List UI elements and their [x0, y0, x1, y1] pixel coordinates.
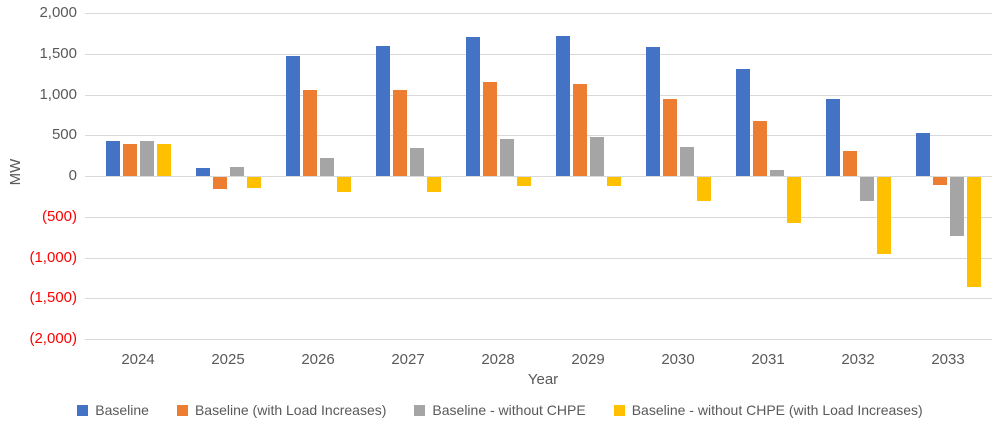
y-tick-label: 500 — [51, 126, 77, 143]
x-tick-label: 2029 — [571, 351, 605, 368]
legend-label: Baseline — [95, 402, 149, 418]
bar-2033-series3 — [966, 177, 981, 287]
gridline — [85, 176, 992, 177]
legend-marker-icon — [414, 404, 426, 416]
legend-marker-icon — [613, 404, 625, 416]
gridline — [85, 54, 992, 55]
bar-2031-series1 — [752, 121, 767, 176]
bar-2028-series1 — [482, 82, 497, 176]
bar-2024-series3 — [156, 144, 171, 176]
legend-item-2: Baseline - without CHPE — [414, 402, 586, 418]
bar-2030-series3 — [696, 177, 711, 201]
bar-2025-series3 — [246, 177, 261, 188]
gridline — [85, 13, 992, 14]
legend-label: Baseline - without CHPE (with Load Incre… — [631, 402, 923, 418]
x-tick-label: 2030 — [661, 351, 695, 368]
bar-2032-series0 — [825, 99, 840, 176]
x-tick-label: 2026 — [301, 351, 335, 368]
gridline — [85, 217, 992, 218]
y-tick-label: 0 — [68, 167, 77, 184]
bar-2025-series0 — [195, 168, 210, 176]
bar-2026-series2 — [319, 158, 334, 176]
gridline — [85, 339, 992, 340]
bar-2033-series0 — [915, 133, 930, 176]
bar-2029-series2 — [589, 137, 604, 176]
bar-2032-series1 — [842, 151, 857, 176]
bar-2031-series3 — [786, 177, 801, 223]
bar-2028-series3 — [516, 177, 531, 186]
y-tick-label: 1,500 — [39, 45, 77, 62]
bar-2032-series3 — [876, 177, 891, 254]
bar-2024-series1 — [122, 144, 137, 176]
y-tick-label: (1,500) — [29, 289, 77, 306]
bar-2027-series2 — [409, 148, 424, 176]
bar-2028-series2 — [499, 139, 514, 176]
bar-2031-series2 — [769, 170, 784, 176]
x-tick-label: 2025 — [211, 351, 245, 368]
x-tick-label: 2024 — [121, 351, 155, 368]
bar-2026-series3 — [336, 177, 351, 192]
bar-2029-series3 — [606, 177, 621, 186]
gridline — [85, 298, 992, 299]
gridline — [85, 95, 992, 96]
x-tick-label: 2031 — [751, 351, 785, 368]
x-tick-label: 2027 — [391, 351, 425, 368]
bar-2025-series1 — [212, 177, 227, 189]
gridline — [85, 135, 992, 136]
bar-2030-series1 — [662, 99, 677, 176]
x-axis-title: Year — [527, 371, 559, 388]
bar-2025-series2 — [229, 167, 244, 176]
y-tick-label: (2,000) — [29, 330, 77, 347]
legend-item-3: Baseline - without CHPE (with Load Incre… — [613, 402, 923, 418]
bar-2029-series1 — [572, 84, 587, 176]
legend-item-1: Baseline (with Load Increases) — [176, 402, 387, 418]
bar-2031-series0 — [735, 69, 750, 176]
legend-label: Baseline - without CHPE — [432, 402, 586, 418]
bar-2032-series2 — [859, 177, 874, 201]
legend-label: Baseline (with Load Increases) — [194, 402, 387, 418]
bar-2027-series3 — [426, 177, 441, 192]
y-tick-label: 1,000 — [39, 86, 77, 103]
y-tick-label: (1,000) — [29, 249, 77, 266]
bar-2024-series0 — [105, 141, 120, 176]
bar-2027-series0 — [375, 46, 390, 176]
legend: Baseline Baseline (with Load Increases) Ba… — [0, 402, 1000, 418]
legend-marker-icon — [176, 404, 188, 416]
bar-2024-series2 — [139, 141, 154, 176]
bar-2030-series0 — [645, 47, 660, 176]
bar-2033-series1 — [932, 177, 947, 185]
bar-2026-series1 — [302, 90, 317, 176]
y-tick-label: 2,000 — [39, 4, 77, 21]
x-tick-label: 2032 — [841, 351, 875, 368]
x-tick-label: 2028 — [481, 351, 515, 368]
bar-2028-series0 — [465, 37, 480, 176]
bar-2027-series1 — [392, 90, 407, 176]
bar-2029-series0 — [555, 36, 570, 176]
gridline — [85, 258, 992, 259]
x-tick-label: 2033 — [931, 351, 965, 368]
legend-item-0: Baseline — [77, 402, 149, 418]
y-tick-label: (500) — [41, 208, 77, 225]
legend-marker-icon — [77, 404, 89, 416]
bar-2030-series2 — [679, 147, 694, 176]
bar-2026-series0 — [285, 56, 300, 176]
bar-2033-series2 — [949, 177, 964, 236]
